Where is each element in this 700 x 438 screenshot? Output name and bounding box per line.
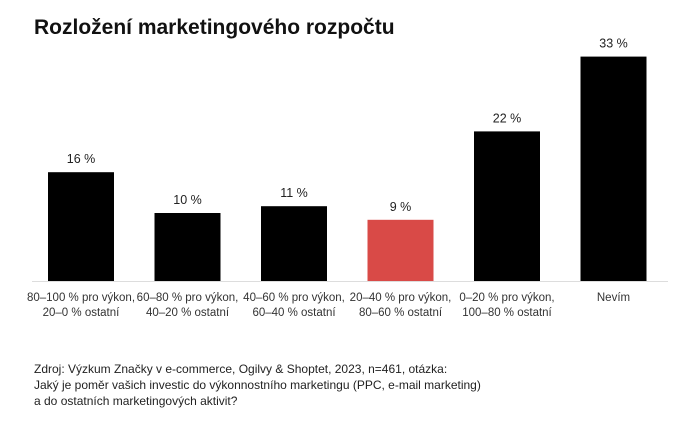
data-label: 33 % bbox=[599, 37, 628, 51]
bar bbox=[261, 206, 327, 281]
category-label: 20–40 % pro výkon, 80–60 % ostatní bbox=[349, 292, 452, 319]
category-label: 80–100 % pro výkon, 20–0 % ostatní bbox=[26, 292, 136, 319]
data-label: 11 % bbox=[280, 186, 308, 200]
category-label: 0–20 % pro výkon, 100–80 % ostatní bbox=[459, 292, 555, 319]
bar bbox=[474, 131, 540, 281]
data-label: 10 % bbox=[173, 193, 202, 207]
bar bbox=[48, 172, 114, 281]
source-line: a do ostatních marketingových aktivit? bbox=[34, 394, 238, 408]
data-label: 22 % bbox=[493, 111, 522, 125]
data-label: 16 % bbox=[67, 152, 96, 166]
source-note: Zdroj: Výzkum Značky v e-commerce, Ogilv… bbox=[34, 361, 674, 409]
source-line: Jaký je poměr vašich investic do výkonno… bbox=[34, 378, 481, 392]
category-label: Nevím bbox=[596, 292, 631, 304]
bar bbox=[580, 56, 647, 281]
data-label: 9 % bbox=[390, 200, 412, 214]
bar bbox=[367, 219, 434, 281]
category-label: 40–60 % pro výkon, 60–40 % ostatní bbox=[243, 292, 345, 319]
bar bbox=[154, 213, 221, 281]
source-line: Zdroj: Výzkum Značky v e-commerce, Ogilv… bbox=[34, 362, 448, 376]
category-label: 60–80 % pro výkon, 40–20 % ostatní bbox=[136, 292, 239, 319]
chart-title: Rozložení marketingového rozpočtu bbox=[34, 16, 395, 39]
